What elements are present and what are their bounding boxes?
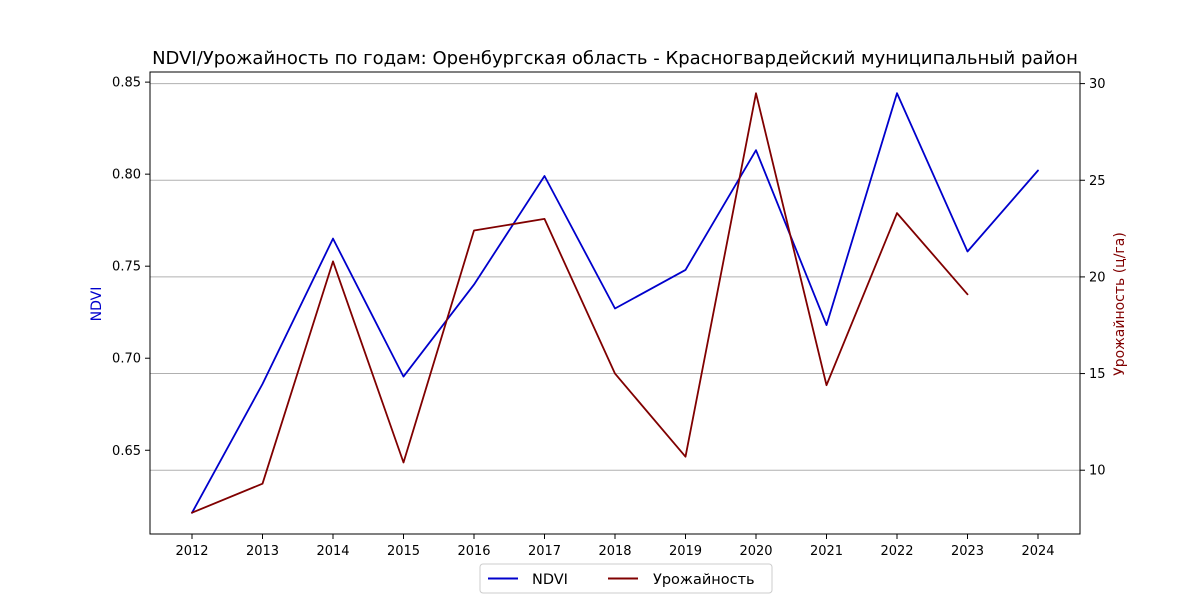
x-tick-label: 2015 xyxy=(387,544,420,559)
x-axis: 2012 2013 2014 2015 2016 2017 2018 2019 2020 2021… xyxy=(175,534,1055,559)
y-right-tick-label: 15 xyxy=(1089,367,1106,382)
x-tick-label: 2013 xyxy=(246,544,279,559)
series-lines xyxy=(191,92,1039,514)
legend-ndvi-label: NDVI xyxy=(532,572,568,588)
x-tick-label: 2019 xyxy=(669,544,702,559)
y-axis-left-label: NDVI xyxy=(89,287,105,322)
x-tick-label: 2024 xyxy=(1021,544,1054,559)
y-right-tick-label: 30 xyxy=(1089,77,1106,92)
series-line-yield xyxy=(191,92,969,514)
x-tick-label: 2012 xyxy=(175,544,208,559)
x-tick-label: 2017 xyxy=(528,544,561,559)
y-left-tick-label: 0.80 xyxy=(112,168,141,183)
x-tick-label: 2014 xyxy=(316,544,349,559)
plot-area-frame xyxy=(149,71,1081,535)
y-left-tick-label: 0.75 xyxy=(112,260,141,275)
x-tick-label: 2022 xyxy=(880,544,913,559)
y-axis-left: 0.65 0.70 0.75 0.80 0.85 xyxy=(112,76,150,459)
series-line-ndvi xyxy=(191,92,1039,514)
y-left-tick-label: 0.65 xyxy=(112,444,141,459)
x-tick-label: 2016 xyxy=(457,544,490,559)
y-right-tick-label: 10 xyxy=(1089,464,1106,479)
y-left-tick-label: 0.70 xyxy=(112,352,141,367)
x-tick-label: 2020 xyxy=(739,544,772,559)
grid-lines xyxy=(150,83,1080,471)
y-left-tick-label: 0.85 xyxy=(112,76,141,91)
legend-yield-label: Урожайность xyxy=(653,572,755,588)
x-tick-label: 2023 xyxy=(951,544,984,559)
y-axis-right-label: Урожайность (ц/га) xyxy=(1112,232,1128,376)
legend: NDVI Урожайность xyxy=(479,563,773,594)
chart-title: NDVI/Урожайность по годам: Оренбургская … xyxy=(152,48,1078,69)
x-tick-label: 2021 xyxy=(810,544,843,559)
y-right-tick-label: 25 xyxy=(1089,174,1106,189)
y-axis-right: 10 15 20 25 30 xyxy=(1080,77,1106,479)
x-tick-label: 2018 xyxy=(598,544,631,559)
y-right-tick-label: 20 xyxy=(1089,270,1106,285)
